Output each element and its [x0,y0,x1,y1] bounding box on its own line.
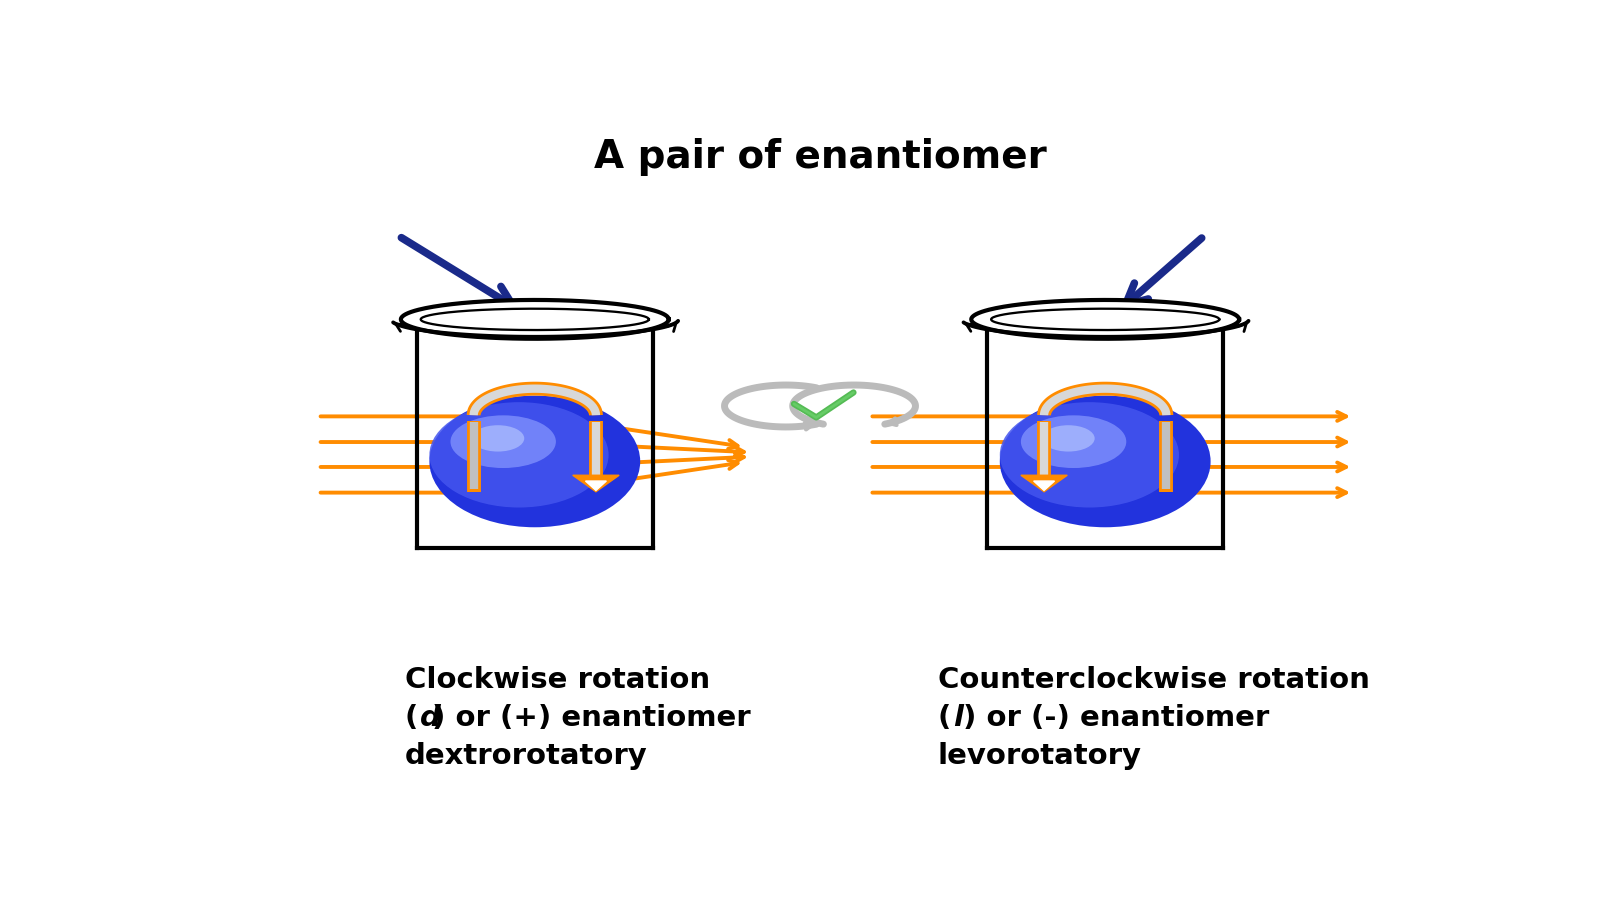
Ellipse shape [429,402,608,508]
Ellipse shape [1000,402,1179,508]
Polygon shape [1021,475,1067,491]
Ellipse shape [429,396,640,527]
Text: ) or (+) enantiomer: ) or (+) enantiomer [432,704,750,732]
Ellipse shape [971,300,1238,338]
Ellipse shape [1021,415,1126,468]
Text: d: d [419,704,440,732]
Text: (: ( [405,704,418,732]
Text: dextrorotatory: dextrorotatory [405,742,648,770]
Text: (: ( [938,704,950,732]
Text: levorotatory: levorotatory [938,742,1142,770]
Ellipse shape [1000,396,1211,527]
Ellipse shape [472,425,525,452]
Text: Counterclockwise rotation: Counterclockwise rotation [938,666,1370,694]
Ellipse shape [451,415,555,468]
Polygon shape [418,548,653,558]
Polygon shape [418,320,653,548]
Polygon shape [987,320,1222,548]
Polygon shape [1034,481,1054,491]
Polygon shape [987,548,1222,558]
Text: ) or (-) enantiomer: ) or (-) enantiomer [963,704,1269,732]
Polygon shape [573,475,619,491]
Polygon shape [586,481,606,491]
Ellipse shape [402,300,669,338]
Ellipse shape [1042,425,1094,452]
Text: A pair of enantiomer: A pair of enantiomer [594,138,1046,176]
Text: Clockwise rotation: Clockwise rotation [405,666,710,694]
Text: l: l [952,704,963,732]
